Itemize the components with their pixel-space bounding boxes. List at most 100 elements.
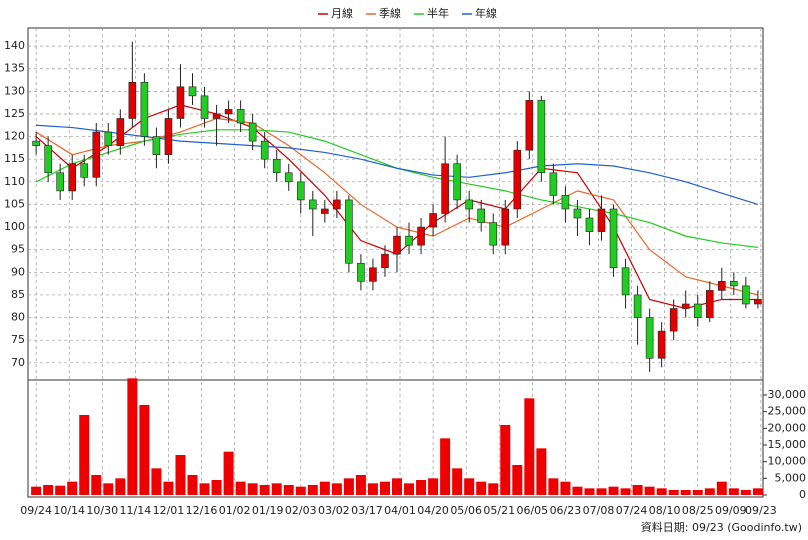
volume-bar bbox=[512, 465, 523, 495]
candle-body bbox=[465, 199, 473, 210]
volume-bar bbox=[752, 488, 763, 495]
candle-body bbox=[717, 281, 726, 291]
candle-body bbox=[453, 163, 461, 201]
x-tick-label: 08/10 bbox=[649, 504, 681, 517]
volume-bar bbox=[343, 478, 354, 495]
candle-body bbox=[44, 145, 52, 174]
y-tick-label: 10,000 bbox=[768, 455, 807, 468]
volume-bar bbox=[115, 478, 126, 495]
y-tick-label: 15,000 bbox=[768, 438, 807, 451]
y-tick-label: 90 bbox=[11, 265, 25, 278]
y-tick-label: 80 bbox=[11, 311, 25, 324]
volume-bar bbox=[536, 448, 547, 495]
volume-bar bbox=[476, 481, 487, 495]
candle-body bbox=[489, 222, 498, 246]
candle-body bbox=[308, 199, 317, 210]
y-tick-label: 5,000 bbox=[775, 471, 807, 484]
volume-bar bbox=[716, 481, 727, 495]
volume-bar bbox=[235, 481, 246, 495]
volume-bar bbox=[704, 488, 715, 495]
candle-body bbox=[369, 267, 377, 282]
x-tick-label: 11/14 bbox=[120, 504, 152, 517]
volume-bar bbox=[247, 483, 258, 495]
candle-body bbox=[284, 172, 293, 183]
y-tick-label: 70 bbox=[11, 356, 25, 369]
volume-bar bbox=[620, 488, 631, 495]
y-tick-label: 120 bbox=[4, 130, 25, 143]
candle-body bbox=[357, 262, 365, 282]
volume-bar bbox=[295, 486, 306, 495]
candle-body bbox=[164, 118, 173, 155]
y-tick-label: 135 bbox=[4, 62, 25, 75]
volume-bar bbox=[680, 490, 691, 495]
candle-body bbox=[345, 199, 353, 264]
x-tick-label: 03/17 bbox=[351, 504, 383, 517]
volume-bar bbox=[103, 483, 114, 495]
x-tick-label: 10/14 bbox=[53, 504, 85, 517]
y-tick-label: 140 bbox=[4, 39, 25, 52]
volume-bar bbox=[416, 480, 427, 495]
x-tick-label: 12/16 bbox=[186, 504, 218, 517]
candle-body bbox=[477, 208, 486, 223]
x-tick-label: 07/24 bbox=[616, 504, 648, 517]
volume-bar bbox=[452, 468, 463, 495]
y-tick-label: 115 bbox=[4, 152, 25, 165]
x-tick-label: 07/08 bbox=[583, 504, 615, 517]
candle-body bbox=[248, 122, 257, 142]
x-tick-label: 08/25 bbox=[682, 504, 714, 517]
volume-bar bbox=[548, 478, 559, 495]
x-tick-label: 09/09 bbox=[715, 504, 747, 517]
candle-body bbox=[224, 109, 233, 115]
volume-bar bbox=[596, 488, 607, 495]
volume-bar bbox=[692, 490, 703, 495]
candle-body bbox=[501, 208, 510, 246]
footer: 資料日期: 09/23 (Goodinfo.tw) bbox=[641, 520, 802, 534]
volume-bar bbox=[151, 468, 162, 495]
volume-bar bbox=[355, 475, 366, 495]
x-tick-label: 12/01 bbox=[153, 504, 185, 517]
candle-body bbox=[633, 294, 642, 318]
candle-body bbox=[657, 330, 666, 359]
volume-bar bbox=[644, 486, 655, 495]
volume-bar bbox=[608, 486, 619, 495]
y-tick-label: 20,000 bbox=[768, 421, 807, 434]
candle-body bbox=[176, 86, 185, 119]
x-tick-label: 03/02 bbox=[318, 504, 350, 517]
volume-bar bbox=[79, 415, 90, 495]
legend-label: 月線 bbox=[331, 6, 353, 20]
volume-bar bbox=[584, 488, 595, 495]
y-tick-label: 110 bbox=[4, 175, 25, 188]
candle-body bbox=[32, 140, 40, 146]
plot-frame bbox=[27, 27, 764, 498]
volume-bar bbox=[187, 475, 198, 495]
y-tick-label: 125 bbox=[4, 107, 25, 120]
volume-bar bbox=[440, 438, 451, 495]
candle-body bbox=[681, 303, 690, 309]
y-tick-label: 75 bbox=[11, 333, 25, 346]
y-tick-label: 100 bbox=[4, 220, 25, 233]
candle-body bbox=[381, 253, 389, 269]
y-tick-label: 95 bbox=[11, 243, 25, 256]
candle-body bbox=[333, 199, 341, 210]
y-tick-label: 30,000 bbox=[768, 388, 807, 401]
volume-bar bbox=[283, 485, 294, 495]
candle-body bbox=[405, 235, 413, 246]
candle-body bbox=[116, 118, 125, 146]
candle-body bbox=[104, 131, 113, 146]
x-tick-label: 09/24 bbox=[20, 504, 52, 517]
candle-body bbox=[200, 95, 209, 119]
volume-bar bbox=[728, 488, 739, 495]
candle-body bbox=[537, 100, 546, 174]
candle-body bbox=[80, 163, 89, 178]
volume-bar bbox=[656, 488, 667, 495]
volume-bar bbox=[404, 483, 415, 495]
x-tick-label: 01/02 bbox=[219, 504, 251, 517]
volume-bar bbox=[43, 485, 54, 495]
candle-body bbox=[585, 217, 594, 232]
volume-bar bbox=[67, 481, 78, 495]
candle-body bbox=[429, 213, 437, 228]
volume-bar bbox=[319, 481, 330, 495]
candle-body bbox=[513, 149, 522, 210]
candle-body bbox=[441, 163, 449, 214]
